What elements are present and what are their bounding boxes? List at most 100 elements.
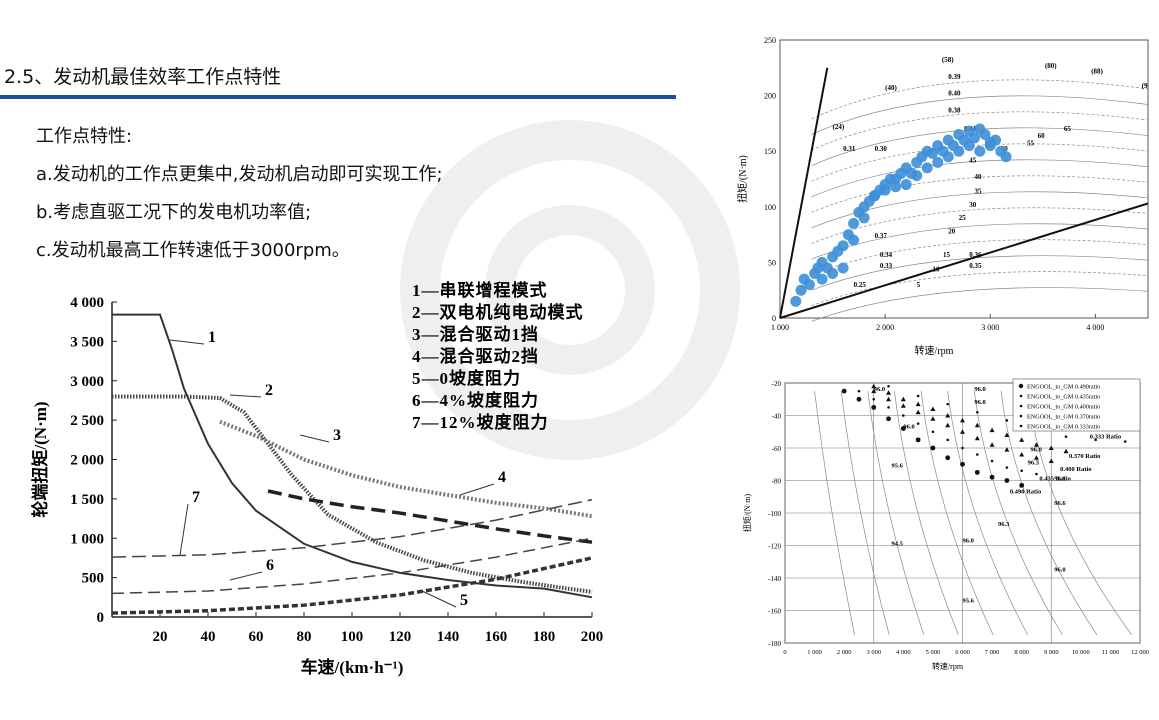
efficiency-contour [840, 391, 890, 635]
y-tick-label: -20 [772, 380, 782, 388]
annotation-leader [419, 589, 457, 608]
y-tick-label: 3 500 [70, 334, 104, 350]
x-axis-label: 转速/rpm [915, 344, 954, 357]
data-point [945, 413, 951, 418]
data-point [915, 409, 921, 415]
x-tick-label: 180 [533, 629, 556, 645]
operating-point [921, 162, 933, 174]
data-point [887, 406, 890, 409]
legend-entry: ENGOOL_to_GM 0.490ratio [1027, 384, 1100, 391]
x-axis-label: 转速/rpm [932, 661, 964, 671]
y-tick-label: 50 [768, 258, 776, 267]
y-axis-label: 扭矩/(N·m) [742, 494, 752, 533]
x-tick-label: 0 [783, 649, 786, 656]
x-tick-label: 60 [249, 629, 264, 645]
y-tick-label: 150 [764, 147, 776, 156]
legend-marker [1019, 404, 1023, 408]
contour-label: 45 [969, 156, 977, 164]
operating-point [837, 240, 849, 252]
y-tick-label: -60 [772, 445, 782, 453]
y-tick-label: -160 [768, 608, 781, 616]
data-point [900, 396, 906, 402]
operating-point [816, 273, 828, 285]
data-point [945, 422, 951, 428]
legend-entry: 3—混合驱动1挡 [412, 324, 539, 344]
contour-label: (80) [1045, 62, 1057, 70]
efficiency-label: 0.400 Ratio [1060, 466, 1091, 473]
operating-point [984, 136, 996, 148]
x-tick-label: 1 000 [807, 649, 822, 656]
annotation-label: 6 [266, 557, 274, 574]
efficiency-label: 0.333 Ratio [1090, 433, 1121, 440]
series-line-1 [112, 394, 593, 594]
data-point [931, 430, 935, 434]
data-point [1004, 478, 1010, 483]
data-point [990, 459, 994, 463]
efficiency-contour [1000, 391, 1098, 636]
contour-label: 0.33 [880, 262, 893, 270]
series-line-7 [111, 498, 593, 558]
efficiency-label: 96.0 [874, 386, 885, 393]
data-point [1063, 448, 1069, 454]
contour-label: (58) [942, 56, 954, 64]
legend-entry: ENGOOL_to_GM 0.333ratio [1027, 424, 1100, 431]
data-point [1020, 469, 1023, 473]
series-line-6 [111, 537, 593, 595]
y-tick-label: 1 500 [70, 492, 104, 508]
data-point [871, 404, 877, 410]
data-point [1019, 437, 1025, 442]
operating-point [890, 181, 902, 193]
efficiency-label: 0.370 Ratio [1069, 453, 1100, 460]
data-point [886, 396, 892, 402]
x-tick-label: 3 000 [866, 649, 881, 656]
slide-title: 2.5、发动机最佳效率工作点特性 [4, 66, 282, 88]
efficiency-label: 96.3 [998, 521, 1010, 528]
contour-label: 60 [1038, 132, 1046, 140]
legend-marker [1019, 414, 1023, 418]
x-tick-label: 1 000 [771, 323, 789, 332]
contour-label: 0.37 [875, 232, 888, 240]
efficiency-contour [811, 287, 1149, 322]
wheel-torque-chart: 0 500 1 000 1 500 2 000 2 500 3 000 3 500 4 000 2… [30, 280, 603, 677]
legend-marker [1018, 383, 1024, 389]
data-point [930, 445, 936, 451]
contour-label: 10 [932, 265, 940, 273]
y-tick-label: 500 [82, 571, 105, 587]
legend-entry: ENGOOL_to_GM 0.370ratio [1027, 414, 1100, 421]
annotation-leader [229, 394, 262, 398]
annotation-label: 1 [208, 329, 216, 346]
efficiency-contour [811, 95, 1149, 135]
operating-point [979, 129, 991, 141]
data-point [1094, 438, 1097, 442]
data-point [1123, 440, 1127, 443]
legend-entry: 6—4%坡度阻力 [412, 390, 539, 410]
contour-label: 30 [969, 201, 977, 209]
legend-box [1012, 378, 1141, 432]
operating-point [803, 279, 815, 291]
annotation-label: 2 [265, 382, 273, 399]
legend-marker [1019, 424, 1023, 428]
efficiency-contour [811, 239, 1149, 275]
x-axis-label: 车速/(km·h⁻¹) [301, 657, 404, 677]
x-tick-label: 4 000 [896, 649, 911, 656]
operating-point [942, 151, 954, 163]
y-tick-label: 1 000 [70, 531, 104, 547]
annotation-leader [179, 503, 189, 556]
efficiency-label: 96.0 [903, 424, 914, 431]
x-tick-label: 100 [341, 629, 364, 645]
operating-point [963, 140, 975, 152]
data-point [900, 403, 906, 408]
data-point [930, 406, 936, 411]
contour-label: 15 [943, 251, 951, 259]
x-tick-label: 12 000 [1131, 649, 1149, 656]
plot-frame [779, 39, 1149, 319]
operating-point [911, 170, 923, 182]
efficiency-contour [814, 391, 855, 635]
bullet-a: a.发动机的工作点更集中,发动机启动即可实现工作; [36, 164, 443, 185]
legend-entry: 1—串联增程模式 [412, 280, 548, 300]
operating-point [790, 295, 802, 307]
efficiency-label: 96.0 [963, 537, 974, 544]
y-tick-label: -140 [768, 575, 781, 583]
annotation-label: 4 [498, 469, 506, 486]
x-tick-label: 160 [485, 629, 508, 645]
